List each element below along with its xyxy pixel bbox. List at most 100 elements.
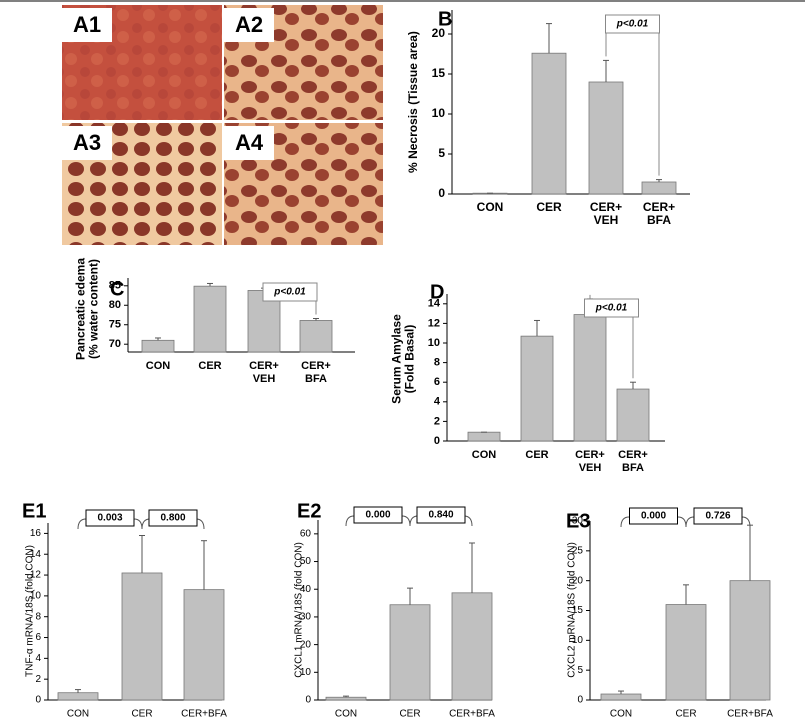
bar xyxy=(600,693,642,701)
y-tick-label: 4 xyxy=(35,653,41,664)
x-tick-label: CON xyxy=(146,360,171,372)
annotation: p<0.01 xyxy=(595,303,628,314)
y-tick-label: 10 xyxy=(572,635,584,646)
annotation-box xyxy=(353,506,403,524)
panel-label: A4 xyxy=(235,130,264,155)
annotation: 0.800 xyxy=(160,513,185,524)
x-tick-label: CER+BFA xyxy=(449,709,495,720)
y-tick-label: 60 xyxy=(300,528,312,539)
y-tick-label: 12 xyxy=(428,317,440,329)
bar xyxy=(467,431,501,442)
annotation: 0.000 xyxy=(365,510,390,521)
x-tick-label: CER xyxy=(399,709,420,720)
panel-label-box xyxy=(62,126,112,160)
y-tick-label: 16 xyxy=(30,528,42,539)
panel-label: B xyxy=(438,8,452,30)
y-tick-label: 8 xyxy=(434,357,440,369)
bar xyxy=(57,692,99,701)
bar xyxy=(141,339,175,353)
panel-label: E3 xyxy=(566,510,590,532)
y-tick-label: 20 xyxy=(432,26,446,40)
panel-label: C xyxy=(110,278,124,300)
annotation-box xyxy=(416,506,466,524)
annotation-box xyxy=(85,509,135,527)
y-tick-label: 14 xyxy=(30,549,42,560)
bar xyxy=(121,572,163,701)
y-tick-label: 20 xyxy=(300,639,312,650)
y-tick-label: 50 xyxy=(300,556,312,567)
x-tick-label: CER xyxy=(131,709,152,720)
bar xyxy=(183,589,225,701)
panel-label: A3 xyxy=(73,130,101,155)
y-tick-label: 5 xyxy=(577,665,583,676)
x-tick-label: CON xyxy=(477,200,504,214)
bar xyxy=(729,580,771,701)
x-tick-label: CON xyxy=(472,449,497,461)
y-tick-label: 20 xyxy=(572,575,584,586)
x-tick-label: CER+BFA xyxy=(727,709,773,720)
y-tick-label: 75 xyxy=(109,319,121,331)
x-tick-label: CER xyxy=(675,709,696,720)
bar xyxy=(193,285,227,353)
bar xyxy=(531,52,567,195)
y-axis-label: Serum Amylase(Fold Basal) xyxy=(390,314,417,404)
y-tick-label: 5 xyxy=(438,146,445,160)
x-tick-label: CER+ VEH xyxy=(590,200,622,227)
annotation: 0.000 xyxy=(641,511,666,522)
chart-panel: E2 CXCL1 mRNA/18S (fold CON) 0 10 20 30 40 50 60… xyxy=(294,500,496,719)
y-tick-label: 85 xyxy=(109,280,121,292)
x-tick-label: CER xyxy=(525,449,548,461)
panel-label: D xyxy=(430,281,444,303)
x-tick-label: CON xyxy=(610,709,632,720)
y-tick-label: 10 xyxy=(428,337,440,349)
y-tick-label: 10 xyxy=(30,591,42,602)
chart-panel: E3 CXCL2 mRNA/18S (fold CON) 0 5 10 15 20 25 30 C… xyxy=(566,507,773,720)
y-tick-label: 30 xyxy=(572,516,584,527)
micrographs: A1 A2 A3 A4 xyxy=(62,5,383,245)
bar xyxy=(665,604,707,701)
x-tick-label: CER+BFA xyxy=(301,360,331,385)
annotation: 0.003 xyxy=(97,513,122,524)
panel-label-box xyxy=(224,126,274,160)
y-tick-label: 30 xyxy=(300,612,312,623)
bar xyxy=(616,388,650,442)
y-tick-label: 14 xyxy=(428,298,441,310)
y-tick-label: 15 xyxy=(572,605,584,616)
x-tick-label: CON xyxy=(67,709,89,720)
y-tick-label: 4 xyxy=(434,396,441,408)
panel-label: A1 xyxy=(73,12,101,37)
chart-panel: D Serum Amylase(Fold Basal) 0 2 4 6 8 10 12 14 CON… xyxy=(390,281,665,474)
bar xyxy=(573,314,607,442)
panel-label-box xyxy=(62,8,112,42)
chart-panel: E1 TNF-α mRNA/18S (fold CON) 0 2 4 6 8 10 12 14 16… xyxy=(22,500,227,719)
y-tick-label: 15 xyxy=(432,66,446,80)
bar xyxy=(588,81,624,195)
y-tick-label: 2 xyxy=(35,674,41,685)
panel-label-box xyxy=(224,8,274,42)
bar xyxy=(389,604,431,701)
panel-label: A2 xyxy=(235,12,263,37)
y-axis-label: CXCL1 mRNA/18S (fold CON) xyxy=(294,542,305,678)
y-axis-label: CXCL2 mRNA/18S (fold CON) xyxy=(567,542,578,678)
x-tick-label: CER xyxy=(536,200,562,214)
annotation-box xyxy=(262,282,318,302)
y-tick-label: 12 xyxy=(30,570,42,581)
y-tick-label: 0 xyxy=(35,695,41,706)
x-tick-label: CER+BFA xyxy=(181,709,227,720)
y-tick-label: 40 xyxy=(300,584,312,595)
x-tick-label: CER+ VEH xyxy=(575,449,605,474)
y-tick-label: 10 xyxy=(432,106,446,120)
annotation-box xyxy=(629,507,678,525)
panel-label: E2 xyxy=(297,500,321,522)
x-tick-label: CER+BFA xyxy=(618,449,648,474)
y-tick-label: 6 xyxy=(434,376,440,388)
chart-panel: B % Necrosis (Tissue area) 0 5 10 15 20 CON CER C… xyxy=(406,8,690,227)
y-tick-label: 80 xyxy=(109,299,121,311)
x-tick-label: CER+ VEH xyxy=(249,360,279,385)
y-axis-label: Pancreatic edema(% water content) xyxy=(74,258,101,360)
y-axis-label: % Necrosis (Tissue area) xyxy=(406,31,420,173)
bar xyxy=(520,335,554,442)
y-tick-label: 2 xyxy=(434,415,440,427)
y-tick-label: 70 xyxy=(109,338,121,350)
y-tick-label: 0 xyxy=(305,695,311,706)
